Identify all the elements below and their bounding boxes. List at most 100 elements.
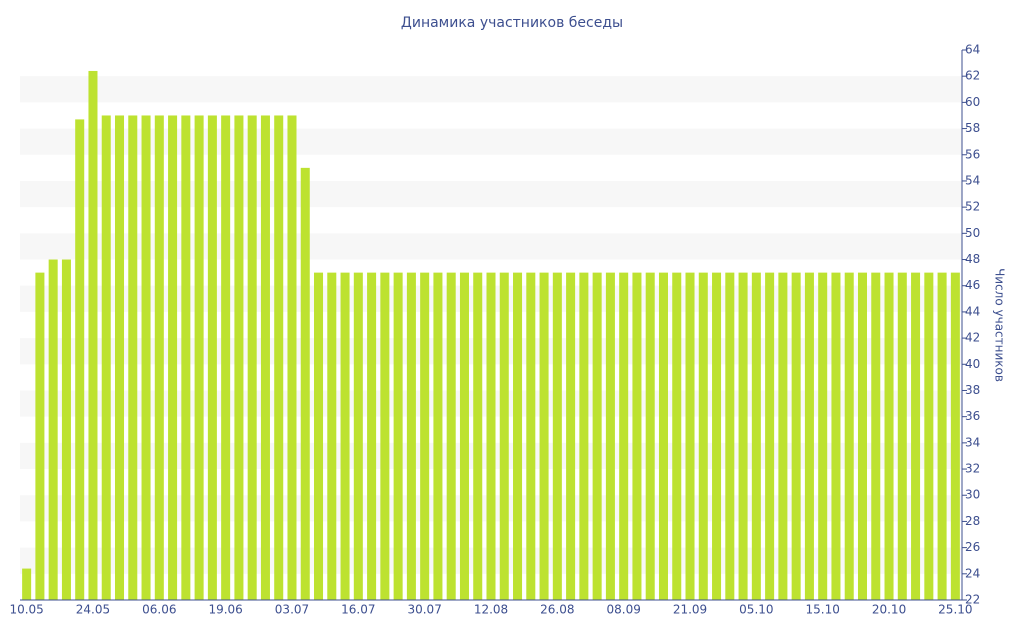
y-tick-label: 44 [965,304,980,318]
x-tick-label: 10.05 [9,603,43,617]
bar [406,272,416,600]
bar [287,115,297,600]
bar [632,272,642,600]
bar [884,272,894,600]
bar [566,272,576,600]
x-tick-label: 15.10 [806,603,840,617]
bar [340,272,350,600]
y-tick-label: 34 [965,435,980,449]
bar [433,272,443,600]
bar [101,115,111,600]
bar [459,272,469,600]
bar [327,272,337,600]
y-tick-label: 48 [965,252,980,266]
bar [765,272,775,600]
bar [552,272,562,600]
y-axis-label: Число участников [993,268,1007,382]
bar [751,272,761,600]
x-tick-label: 03.07 [275,603,309,617]
bar [194,115,204,600]
bar [114,115,125,600]
bar [393,272,403,600]
bar [88,70,98,600]
bar [181,115,191,600]
bar [221,115,231,600]
bar [446,272,456,600]
bar [937,272,947,600]
bar [619,272,629,600]
bar [897,272,907,600]
bar [128,115,138,600]
y-tick-label: 24 [965,566,980,580]
bar [738,272,748,600]
bar [380,272,390,600]
bar [924,272,934,600]
bar [141,115,151,600]
bar [778,272,788,600]
y-tick-label: 62 [965,69,980,83]
x-tick-label: 26.08 [540,603,574,617]
x-tick-label: 05.10 [739,603,773,617]
bar [247,115,257,600]
bar [207,115,217,600]
x-tick-label: 21.09 [673,603,707,617]
y-tick-label: 58 [965,121,980,135]
bar [844,272,854,600]
y-tick-label: 52 [965,200,980,214]
y-tick-label: 56 [965,147,980,161]
bar [168,115,178,600]
bar [486,272,496,600]
y-tick-label: 32 [965,462,980,476]
bar [831,272,841,600]
y-tick-label: 38 [965,383,980,397]
y-tick-label: 36 [965,409,980,423]
bar [61,259,71,600]
y-tick-label: 64 [965,43,980,57]
bar [234,115,244,600]
bar [698,272,708,600]
bar [911,272,921,600]
y-tick-label: 42 [965,331,980,345]
bar [857,272,868,600]
bar [818,272,828,600]
x-tick-label: 24.05 [76,603,110,617]
y-tick-label: 28 [965,514,980,528]
y-tick-label: 50 [965,226,980,240]
bar [48,259,58,600]
bar [672,272,682,600]
y-tick-label: 26 [965,540,980,554]
bar [353,272,363,600]
bar [300,167,310,600]
bar [950,272,960,600]
x-tick-label: 06.06 [142,603,176,617]
bar [420,272,430,600]
bar [35,272,45,600]
bar [154,115,164,600]
bar [367,272,377,600]
bar [526,272,536,600]
bar [539,272,549,600]
bar [645,272,655,600]
bar [513,272,523,600]
bar [712,272,722,600]
x-tick-label: 16.07 [341,603,375,617]
y-tick-label: 30 [965,488,980,502]
bar [658,272,668,600]
bar [473,272,483,600]
x-tick-label: 25.10 [938,603,972,617]
x-tick-label: 12.08 [474,603,508,617]
bar [274,115,284,600]
x-tick-label: 19.06 [208,603,242,617]
bar [685,272,695,600]
bar [804,272,814,600]
chart-title: Динамика участников беседы [401,15,623,31]
bar [725,272,735,600]
bar [260,115,270,600]
bar [314,272,324,600]
bar [592,272,602,600]
y-tick-label: 60 [965,95,980,109]
bar [605,272,615,600]
y-tick-label: 54 [965,173,980,187]
bar [791,272,801,600]
